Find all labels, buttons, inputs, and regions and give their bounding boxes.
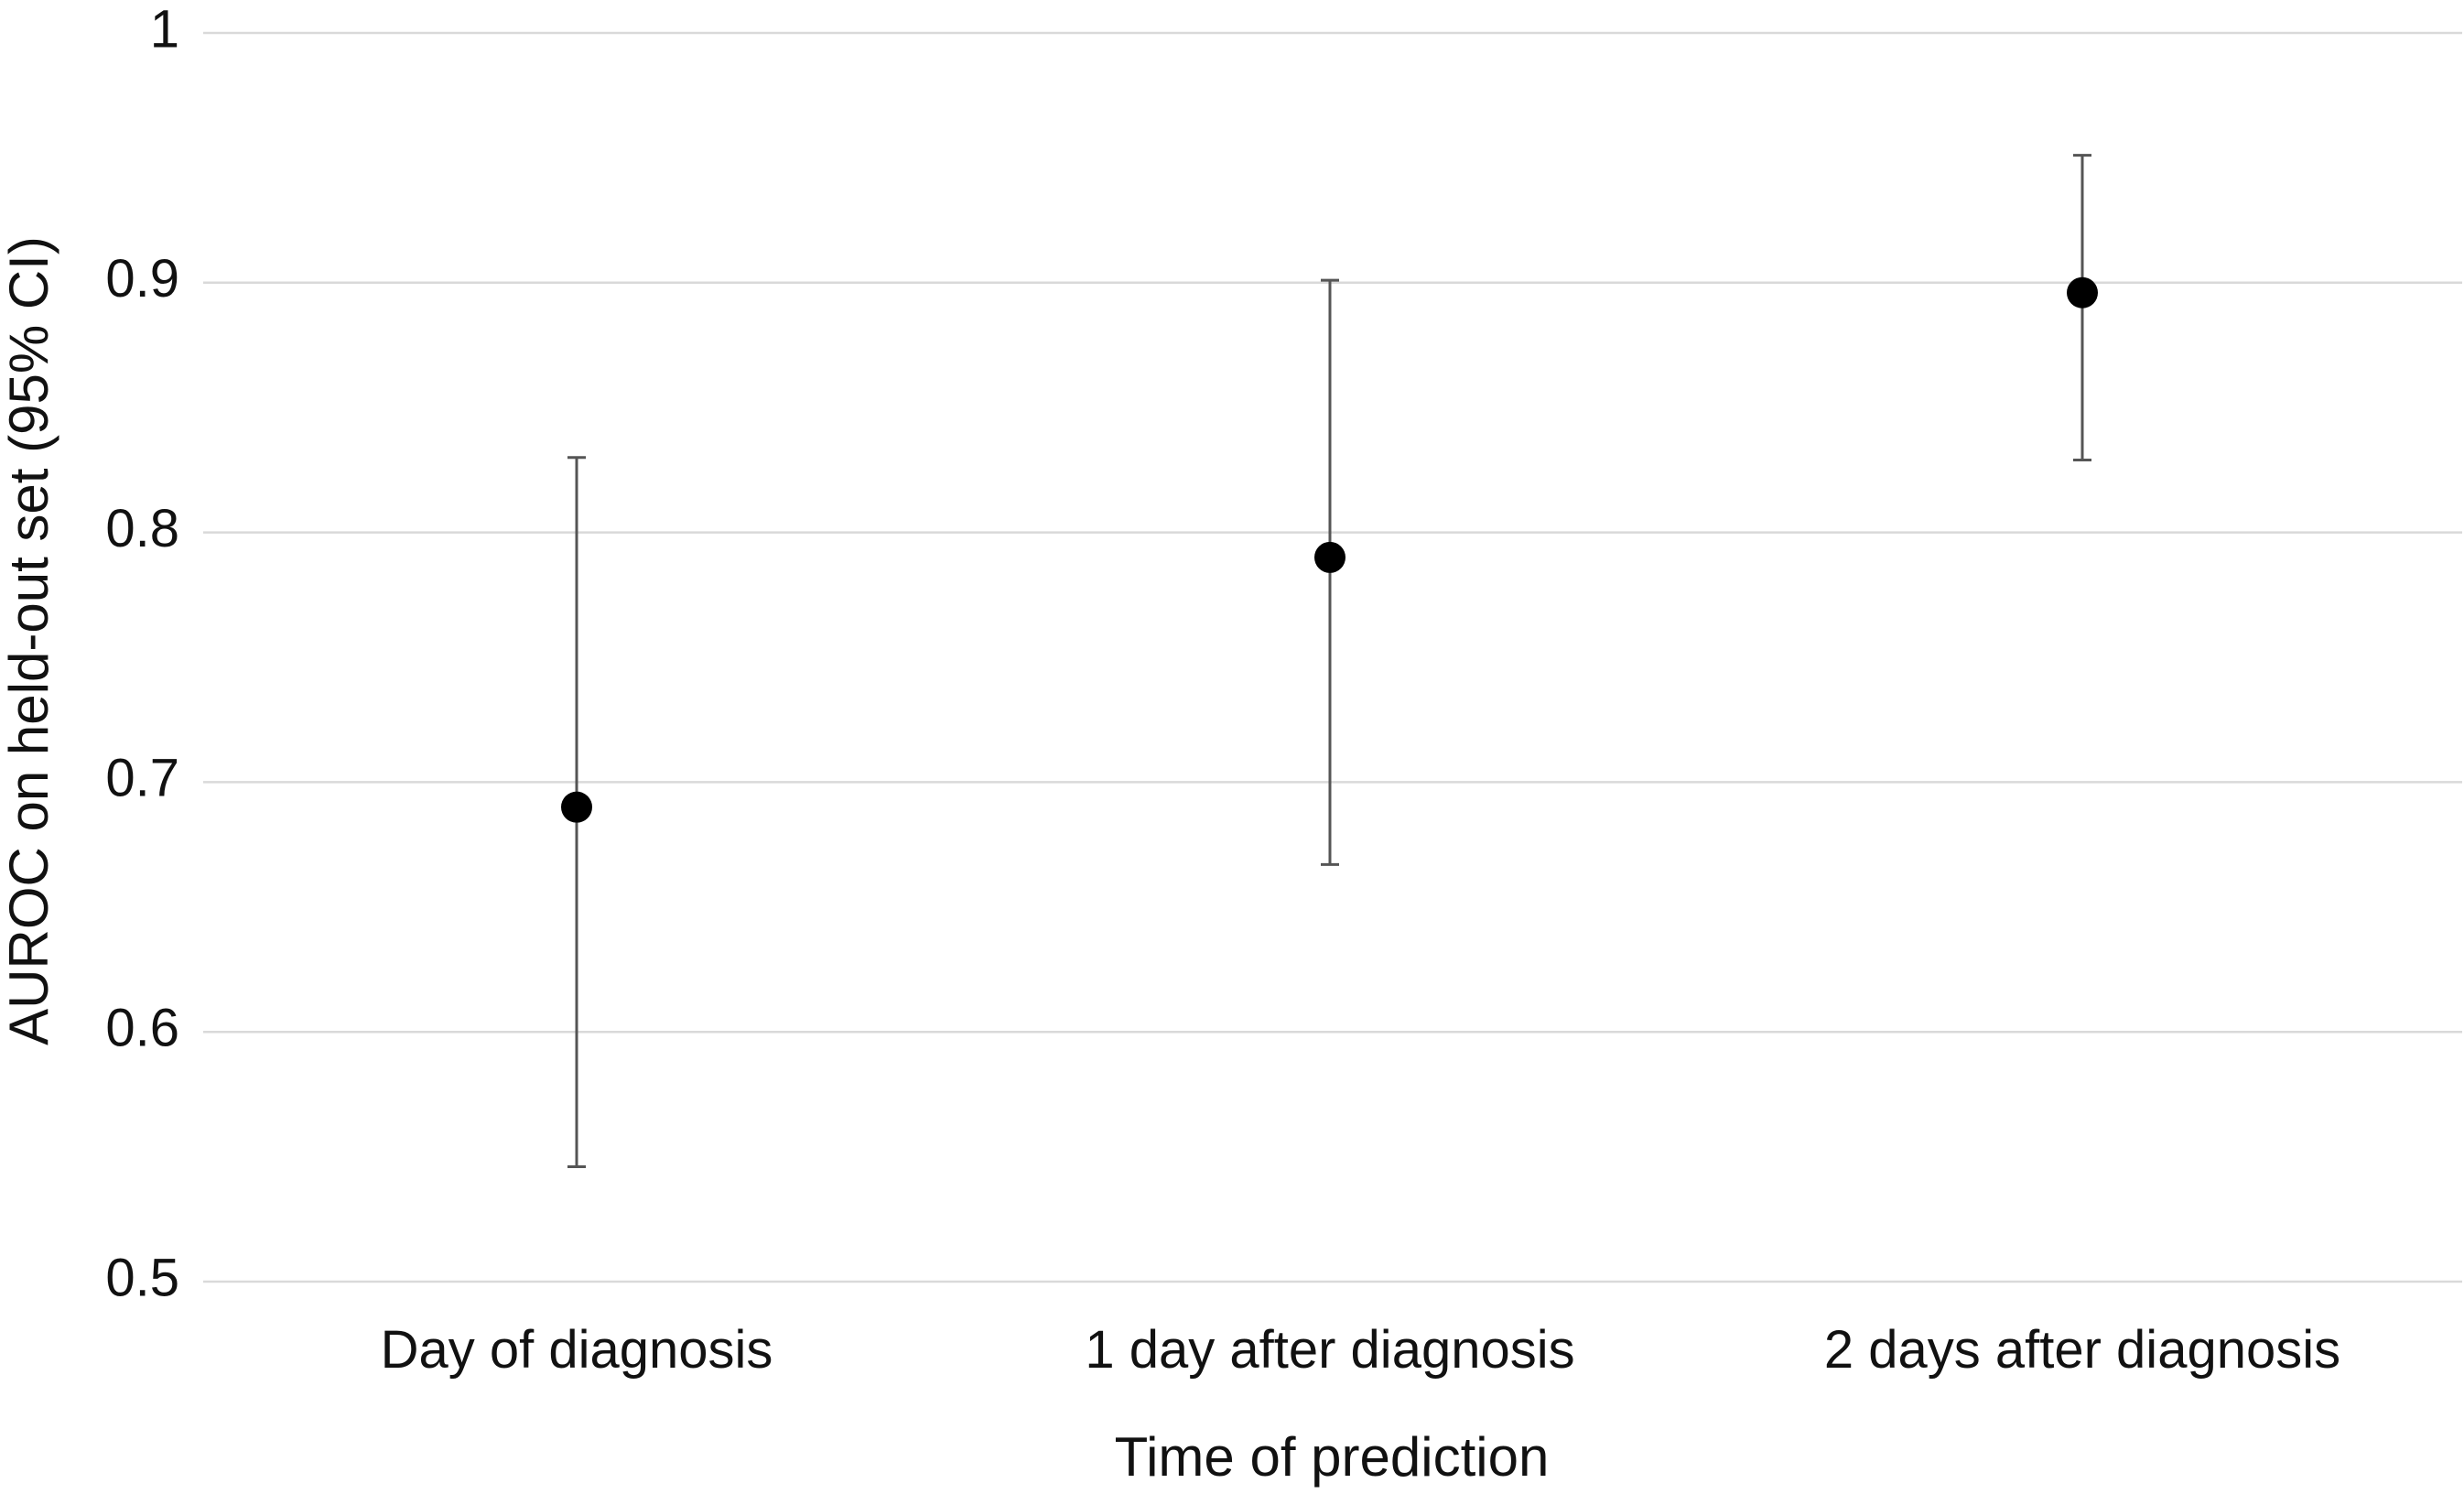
data-point xyxy=(2067,276,2098,309)
y-tick-label: 1 xyxy=(150,0,179,59)
y-axis-ticks: 0.5 0.6 0.7 0.8 0.9 1 xyxy=(105,0,179,1307)
data-point xyxy=(561,791,592,823)
x-axis-title: Time of prediction xyxy=(1115,1426,1550,1488)
y-axis-title: AUROC on held-out set (95% CI) xyxy=(0,236,59,1045)
data-point xyxy=(1314,541,1345,573)
y-tick-label: 0.6 xyxy=(105,999,179,1058)
y-tick-label: 0.5 xyxy=(105,1248,179,1307)
x-tick-label: Day of diagnosis xyxy=(381,1320,773,1380)
x-axis-ticks: Day of diagnosis 1 day after diagnosis 2 d… xyxy=(381,1320,2341,1380)
data-marks xyxy=(561,154,2098,1169)
y-tick-label: 0.7 xyxy=(105,749,179,808)
y-tick-label: 0.9 xyxy=(105,249,179,309)
x-tick-label: 2 days after diagnosis xyxy=(1824,1320,2340,1380)
y-tick-label: 0.8 xyxy=(105,499,179,558)
x-tick-label: 1 day after diagnosis xyxy=(1085,1320,1574,1380)
gridlines xyxy=(203,31,2462,1283)
